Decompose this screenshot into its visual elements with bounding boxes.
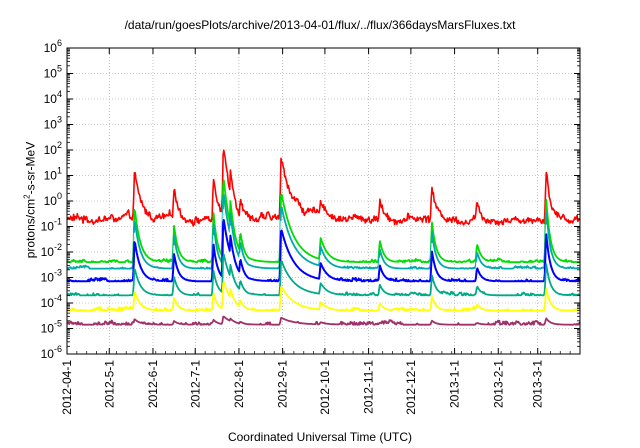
y-tick-exponent: -6 (54, 344, 62, 354)
y-tick-label: 105 (44, 64, 62, 81)
series-line-5 (66, 219, 581, 283)
y-tick-exponent: 0 (57, 191, 62, 201)
series-line-2 (66, 179, 581, 264)
y-tick-labels: 10-610-510-410-310-210-11001011021031041… (41, 38, 62, 361)
y-tick-label: 10-3 (41, 268, 62, 285)
y-tick-exponent: 6 (57, 38, 62, 48)
x-tick-labels: 2012-04-1 2012-5-1 2012-6-1 2012-7-1 2012-8-… (60, 360, 545, 415)
series-line-6 (66, 253, 581, 297)
y-tick-exponent: -2 (54, 242, 62, 252)
x-tick-label: 2012-7-1 (188, 360, 202, 408)
y-tick-label: 106 (44, 38, 62, 55)
y-tick-exponent: 4 (57, 89, 62, 99)
x-tick-label: 2012-10-1 (318, 360, 332, 415)
y-tick-label: 10-4 (41, 293, 62, 310)
data-series (66, 149, 581, 326)
y-tick-exponent: -4 (54, 293, 62, 303)
y-tick-exponent: -5 (54, 319, 62, 329)
y-tick-label: 10-1 (41, 217, 62, 234)
y-tick-exponent: -3 (54, 268, 62, 278)
x-tick-label: 2013-2-1 (491, 360, 505, 408)
y-tick-exponent: -1 (54, 217, 62, 227)
y-tick-label: 10-6 (41, 344, 62, 361)
x-tick-label: 2013-3-1 (531, 360, 545, 408)
chart-title: /data/run/goesPlots/archive/2013-04-01/f… (124, 18, 516, 32)
x-axis-label: Coordinated Universal Time (UTC) (227, 430, 413, 444)
y-tick-exponent: 2 (57, 140, 62, 150)
y-axis-label: protons/cm2-s-sr-MeV (22, 141, 38, 259)
x-tick-label: 2012-12-1 (404, 360, 418, 415)
series-line-4 (66, 209, 580, 276)
plot-frame (66, 47, 581, 355)
y-tick-label: 10-5 (41, 319, 62, 336)
x-tick-label: 2012-9-1 (276, 360, 290, 408)
y-tick-label: 101 (44, 166, 62, 183)
axes (66, 47, 581, 355)
x-tick-label: 2013-1-1 (448, 360, 462, 408)
series-line-3 (66, 194, 581, 270)
y-tick-label: 104 (44, 89, 62, 106)
x-tick-label: 2012-8-1 (232, 360, 246, 408)
x-tick-label: 2012-11-1 (362, 360, 376, 414)
y-tick-label: 100 (44, 191, 62, 208)
y-tick-label: 103 (44, 115, 62, 132)
series-line-1 (66, 149, 581, 227)
y-tick-exponent: 5 (57, 64, 62, 74)
grid-lines (67, 48, 580, 354)
x-tick-label: 2012-6-1 (146, 360, 160, 408)
y-tick-exponent: 3 (57, 115, 62, 125)
y-tick-exponent: 1 (57, 166, 62, 176)
series-line-7 (66, 281, 581, 312)
x-tick-label: 2012-5-1 (102, 360, 116, 408)
y-tick-label: 102 (44, 140, 62, 157)
series-line-8 (66, 315, 581, 326)
x-tick-label: 2012-04-1 (60, 360, 74, 415)
y-tick-label: 10-2 (41, 242, 62, 259)
